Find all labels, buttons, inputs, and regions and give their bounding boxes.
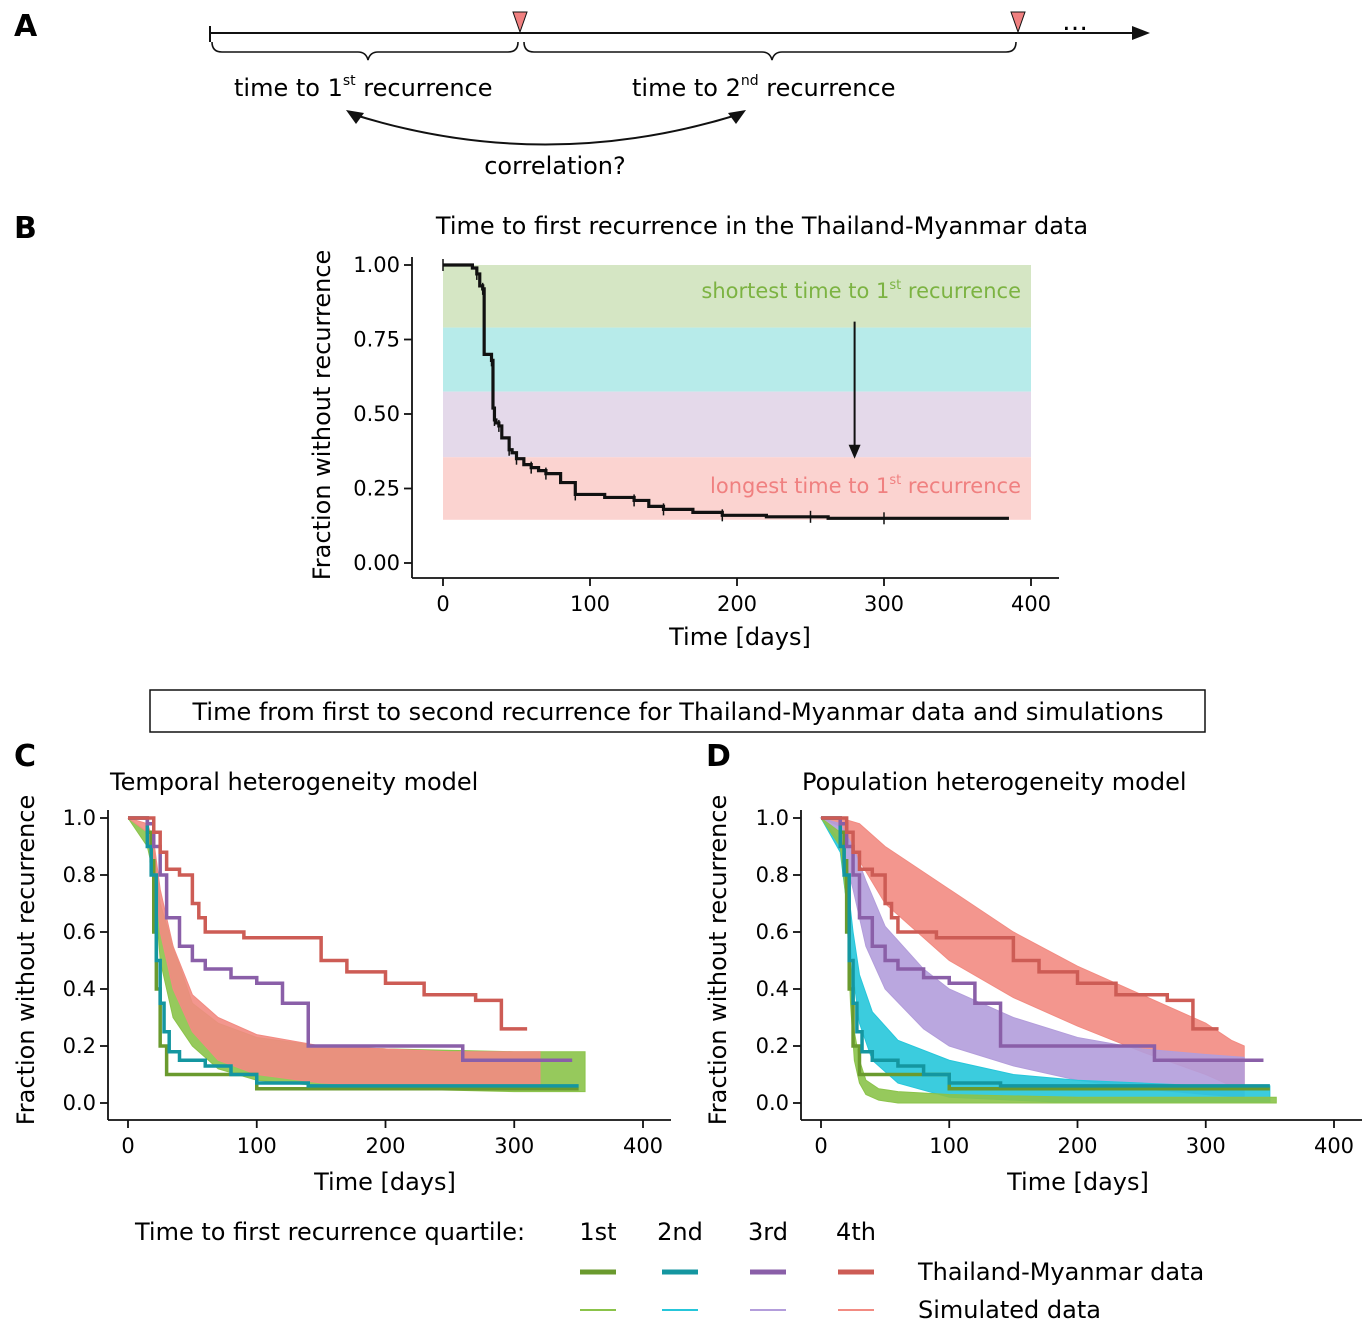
correlation-arrow-left <box>346 110 364 124</box>
y-tick-label: 0.8 <box>756 863 789 887</box>
panel-letter-d: D <box>706 739 731 774</box>
label-time-to-first: time to 1st recurrence <box>234 73 493 102</box>
chart-b-bands <box>443 265 1031 520</box>
legend-quartile-3: 3rd <box>748 1218 788 1246</box>
x-tick-label: 200 <box>365 1134 405 1158</box>
panel-letter-b: B <box>14 211 37 246</box>
y-tick-label: 1.00 <box>353 253 400 277</box>
sim-envelope-4th <box>127 817 541 1090</box>
panel-c-chart: Temporal heterogeneity model 0 100 200 300 4… <box>12 768 671 1196</box>
quartile-band-3 <box>443 391 1031 458</box>
data-curve-4th <box>821 816 1219 1031</box>
chart-d-axes: 0 100 200 300 400 0.0 0.2 0.4 0.6 0.8 1.0 <box>756 806 1362 1158</box>
data-curve-3rd <box>128 816 573 1062</box>
correlation-arrow-right <box>728 110 746 124</box>
y-tick-label: 0.4 <box>756 977 789 1001</box>
panel-d-chart: Population heterogeneity model 0 100 200 30… <box>704 768 1362 1196</box>
chart-b-arrow <box>848 321 861 459</box>
data-curve-2nd <box>821 816 1270 1088</box>
legend-swatches <box>580 1269 874 1311</box>
y-tick-label: 0.0 <box>63 1091 96 1115</box>
y-tick-label: 0.2 <box>63 1034 96 1058</box>
legend-quartile-1: 1st <box>579 1218 616 1246</box>
y-tick-label: 0.2 <box>756 1034 789 1058</box>
section-title: Time from first to second recurrence for… <box>191 698 1163 726</box>
section-title-box <box>149 689 1206 733</box>
chart-b-plot <box>442 259 1009 525</box>
correlation-arc <box>351 113 741 146</box>
legend-quartile-4: 4th <box>836 1218 876 1246</box>
arrow-head <box>848 444 861 459</box>
legend-quartile-2: 2nd <box>657 1218 703 1246</box>
brace-first <box>211 41 519 61</box>
panel-a-timeline: … time to 1st recurrence time to 2nd rec… <box>209 7 1150 180</box>
x-tick-label: 200 <box>717 592 757 616</box>
recurrence-marker-2 <box>1010 11 1026 34</box>
km-curve-first-recurrence <box>443 263 1009 520</box>
x-tick-label: 400 <box>1011 592 1051 616</box>
x-tick-label: 300 <box>864 592 904 616</box>
chart-d-plot <box>819 816 1277 1104</box>
chart-b-ylabel: Fraction without recurrence <box>308 250 336 581</box>
panel-letter-a: A <box>14 9 38 44</box>
legend-sim-label: Simulated data <box>918 1296 1101 1323</box>
label-time-to-second: time to 2nd recurrence <box>632 73 895 102</box>
x-tick-label: 0 <box>814 1134 827 1158</box>
recurrence-marker-1 <box>512 11 528 34</box>
y-tick-label: 0.6 <box>756 920 789 944</box>
x-tick-label: 400 <box>623 1134 663 1158</box>
brace-second <box>523 41 1017 61</box>
legend-quartile-title: Time to first recurrence quartile: <box>134 1218 525 1246</box>
panel-letter-c: C <box>14 739 36 774</box>
y-tick-label: 0.00 <box>353 551 400 575</box>
chart-b-xlabel: Time [days] <box>668 623 811 651</box>
chart-b-title: Time to first recurrence in the Thailand… <box>435 212 1088 240</box>
x-tick-label: 100 <box>929 1134 969 1158</box>
y-tick-label: 0.4 <box>63 977 96 1001</box>
x-tick-label: 100 <box>237 1134 277 1158</box>
y-tick-label: 1.0 <box>756 806 789 830</box>
annotation-longest: longest time to 1st recurrence <box>710 473 1021 498</box>
x-tick-label: 400 <box>1314 1134 1354 1158</box>
y-tick-label: 0.25 <box>353 477 400 501</box>
x-tick-label: 0 <box>121 1134 134 1158</box>
x-tick-label: 100 <box>570 592 610 616</box>
quartile-band-2 <box>443 327 1031 392</box>
sim-envelope-2nd <box>820 817 1271 1104</box>
chart-c-plot <box>127 816 586 1093</box>
quartile-band-1 <box>443 265 1031 328</box>
chart-c-ylabel: Fraction without recurrence <box>12 795 40 1126</box>
data-curve-4th <box>128 816 528 1031</box>
chart-c-xlabel: Time [days] <box>313 1168 456 1196</box>
chart-c-axes: 0 100 200 300 400 0.0 0.2 0.4 0.6 0.8 1.0 <box>63 806 671 1158</box>
x-tick-label: 0 <box>436 592 449 616</box>
x-tick-label: 300 <box>494 1134 534 1158</box>
annotation-shortest: shortest time to 1st recurrence <box>701 278 1021 303</box>
chart-d-xlabel: Time [days] <box>1006 1168 1149 1196</box>
data-curve-2nd <box>128 816 579 1088</box>
sim-envelope-1st <box>820 817 1277 1104</box>
chart-c-title: Temporal heterogeneity model <box>109 768 478 796</box>
chart-d-ylabel: Fraction without recurrence <box>704 795 732 1126</box>
chart-b-axes: 0 100 200 300 400 0.00 0.25 0.50 0.75 1.00 <box>353 253 1059 616</box>
legend: Time to first recurrence quartile: 1st 2… <box>134 1218 1204 1323</box>
label-correlation: correlation? <box>484 152 626 180</box>
x-tick-label: 200 <box>1057 1134 1097 1158</box>
timeline-arrowhead <box>1132 26 1150 40</box>
y-tick-label: 0.6 <box>63 920 96 944</box>
y-tick-label: 0.75 <box>353 328 400 352</box>
y-tick-label: 1.0 <box>63 806 96 830</box>
legend-data-label: Thailand-Myanmar data <box>917 1258 1204 1286</box>
data-curve-3rd <box>821 816 1264 1062</box>
y-tick-label: 0.0 <box>756 1091 789 1115</box>
sim-envelope-3rd <box>819 817 1245 1098</box>
x-tick-label: 300 <box>1186 1134 1226 1158</box>
y-tick-label: 0.8 <box>63 863 96 887</box>
timeline-ellipsis: … <box>1062 7 1088 37</box>
chart-d-title: Population heterogeneity model <box>802 768 1187 796</box>
panel-b-chart: Time to first recurrence in the Thailand… <box>308 212 1088 651</box>
quartile-band-4 <box>443 457 1031 520</box>
y-tick-label: 0.50 <box>353 402 400 426</box>
